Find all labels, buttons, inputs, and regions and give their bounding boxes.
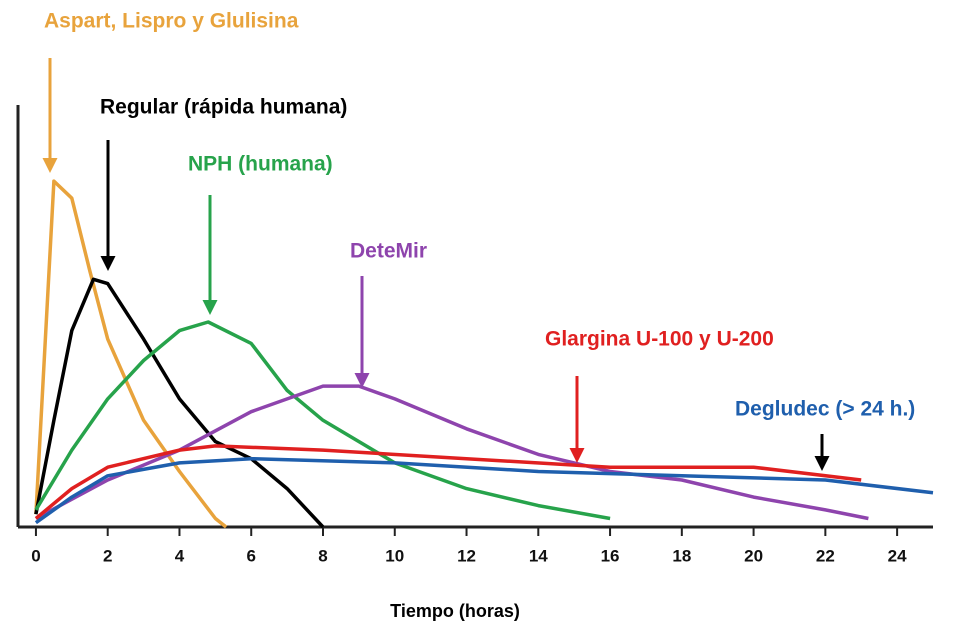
series-line (34, 277, 325, 529)
x-tick-label: 0 (31, 546, 40, 565)
series-line (34, 444, 862, 520)
x-tick-label: 14 (529, 546, 548, 565)
x-tick-label: 12 (457, 546, 476, 565)
x-tick-label: 18 (672, 546, 691, 565)
x-tick-label: 24 (888, 546, 907, 565)
x-axis-label: Tiempo (horas) (390, 601, 520, 621)
series-line (35, 384, 869, 521)
x-tick-label: 22 (816, 546, 835, 565)
x-tick-label: 20 (744, 546, 763, 565)
x-tick-label: 16 (601, 546, 620, 565)
x-tick-label: 10 (385, 546, 404, 565)
series-label: DeteMir (350, 240, 427, 263)
x-tick-label: 4 (175, 546, 185, 565)
series-line (34, 320, 611, 521)
series-line (34, 456, 934, 525)
x-tick-label: 8 (318, 546, 327, 565)
x-tick-label: 2 (103, 546, 112, 565)
series-label: Regular (rápida humana) (100, 96, 347, 119)
series-label: Degludec (> 24 h.) (735, 398, 915, 421)
series-label: NPH (humana) (188, 153, 333, 176)
x-tick-label: 6 (247, 546, 256, 565)
series-label: Glargina U-100 y U-200 (545, 328, 774, 351)
series-label: Aspart, Lispro y Glulisina (44, 10, 299, 33)
series-line (34, 179, 228, 529)
